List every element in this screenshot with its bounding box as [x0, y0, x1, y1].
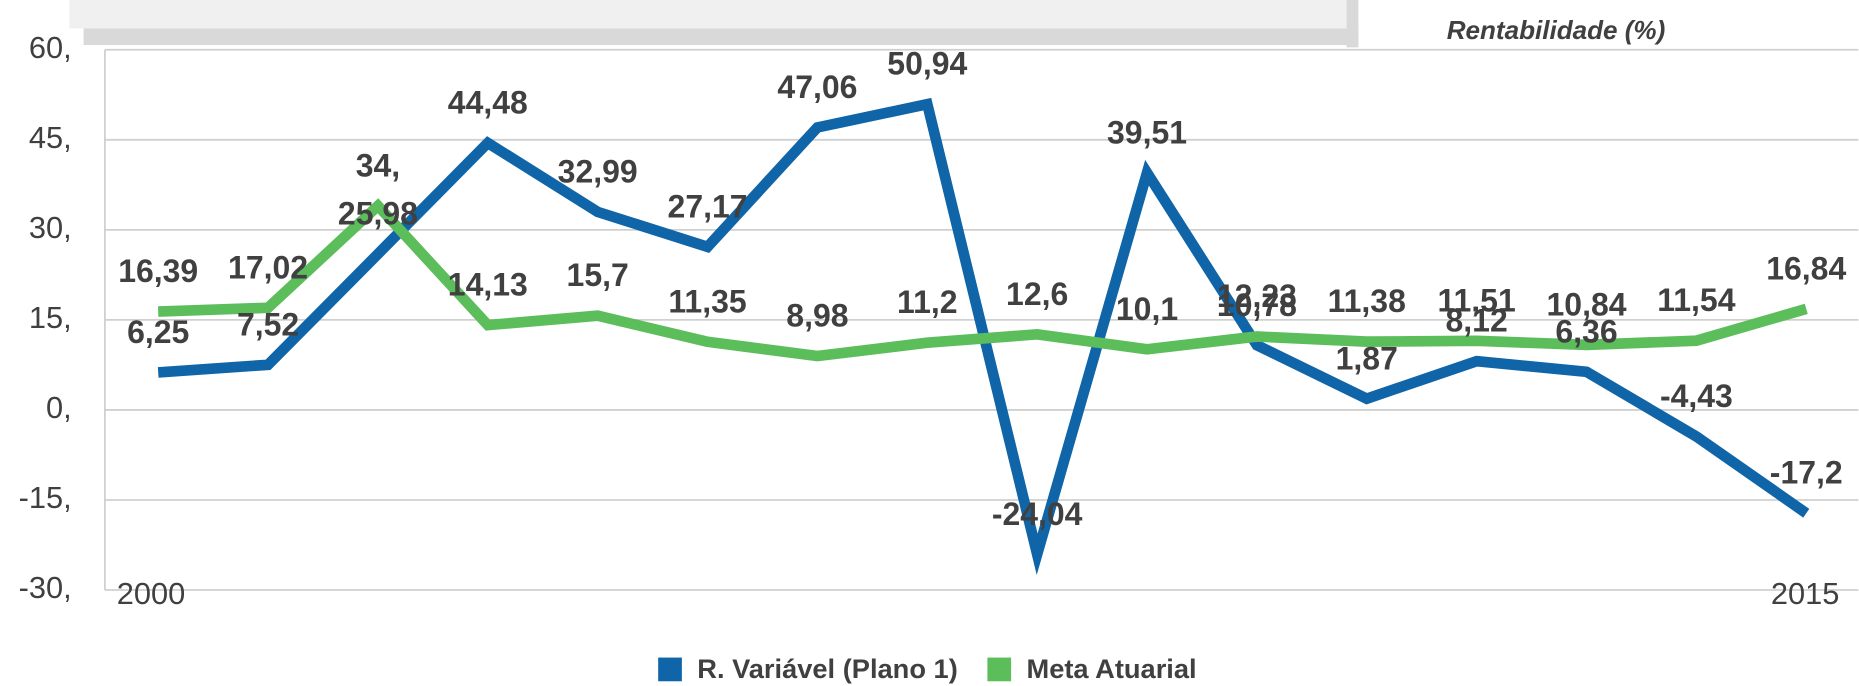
data-label: 39,51 — [1107, 114, 1187, 150]
data-label: 11,2 — [897, 284, 957, 320]
data-label: 10,78 — [1217, 287, 1297, 323]
data-label: 17,02 — [228, 249, 308, 285]
y-tick-label: -30, — [19, 570, 72, 605]
data-label: 47,06 — [777, 69, 857, 105]
data-label: 8,12 — [1446, 303, 1508, 339]
header-band — [69, 0, 1347, 29]
data-label: 6,25 — [127, 314, 189, 350]
y-tick-label: 45, — [29, 120, 72, 155]
header-band-edge — [1346, 0, 1359, 48]
data-label: 6,36 — [1555, 313, 1617, 349]
data-label: 10,84 — [1547, 286, 1627, 322]
data-label: 11,51 — [1438, 282, 1516, 318]
data-label: -4,43 — [1660, 378, 1733, 414]
legend-swatch — [658, 657, 682, 682]
data-label: 12,6 — [1006, 276, 1068, 312]
header-band-shadow — [83, 28, 1359, 46]
data-label: 27,17 — [668, 188, 748, 224]
data-label: 16,39 — [118, 253, 198, 289]
y-tick-label: -15, — [19, 480, 72, 515]
data-label: 11,38 — [1328, 283, 1406, 319]
y-tick-label: 30, — [29, 210, 72, 245]
data-label: 10,1 — [1116, 291, 1178, 327]
data-label: 8,98 — [786, 298, 848, 334]
data-label: 1,87 — [1336, 340, 1398, 376]
legend-swatch — [987, 657, 1012, 682]
data-label: 32,99 — [558, 153, 638, 189]
y-tick-label: 0, — [46, 390, 72, 425]
chart-title: Rentabilidade (%) — [1447, 15, 1666, 45]
data-label: 15,7 — [567, 257, 629, 293]
y-tick-label: 60, — [29, 30, 72, 65]
series-line — [157, 97, 1810, 575]
legend-label: Meta Atuarial — [1026, 653, 1196, 684]
y-tick-label: 15, — [29, 300, 72, 335]
data-label: 14,13 — [448, 267, 528, 303]
data-label: 34, — [356, 147, 400, 183]
data-label: 11,35 — [668, 283, 746, 319]
plot — [157, 97, 1810, 575]
data-label: 7,52 — [237, 306, 299, 342]
data-label: -24,04 — [992, 496, 1083, 532]
data-label: -17,2 — [1770, 455, 1843, 491]
labels: 6,25 7,52 25,98 44,48 32,99 27,17 47,06 50,94 -2… — [118, 46, 1846, 532]
data-label: 12,23 — [1217, 278, 1297, 314]
data-label: 16,84 — [1766, 250, 1846, 286]
data-label: 50,94 — [887, 46, 967, 82]
series-line — [158, 198, 1808, 362]
x-tick-label: 2015 — [1771, 576, 1840, 611]
x-tick-label: 2000 — [117, 576, 186, 611]
legend: R. Variável (Plano 1) Meta Atuarial — [658, 653, 1197, 684]
legend-label: R. Variável (Plano 1) — [697, 653, 958, 684]
data-label: 25,98 — [338, 196, 418, 232]
data-label: 44,48 — [448, 84, 528, 120]
data-label: 11,54 — [1657, 282, 1735, 318]
